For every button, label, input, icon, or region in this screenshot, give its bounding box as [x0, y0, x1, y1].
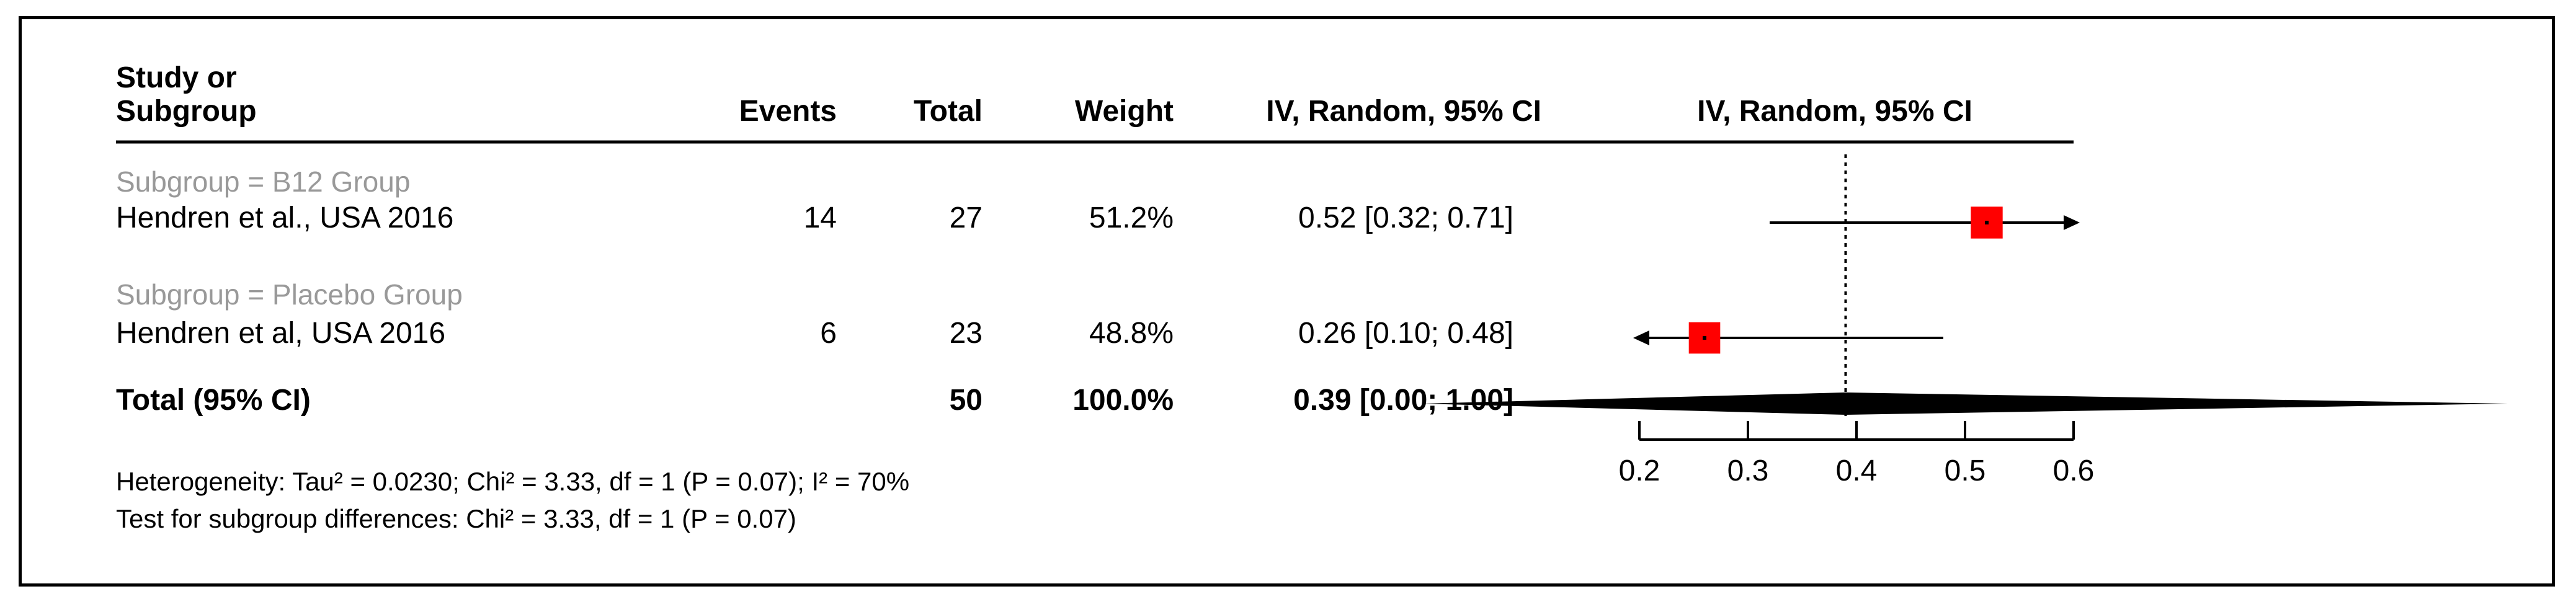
total-total: 50	[950, 384, 983, 417]
study-name: Hendren et al., USA 2016	[116, 202, 453, 234]
subgroup-test-text: Test for subgroup differences: Chi² = 3.…	[116, 504, 796, 533]
subgroup-label-placebo: Subgroup = Placebo Group	[116, 278, 463, 311]
header-study-line1: Study or	[116, 61, 237, 94]
plot-marks: 0.2 0.3 0.4 0.5 0.6	[1422, 154, 2508, 487]
total-row: Total (95% CI) 50 100.0% 0.39 [0.00; 1.0…	[116, 384, 1513, 417]
header-ci-text: IV, Random, 95% CI	[1266, 95, 1541, 128]
forest-plot: Study or Subgroup Events Total Weight IV…	[116, 61, 2508, 533]
x-tick-label: 0.3	[1727, 454, 1769, 487]
study-row-b12: Hendren et al., USA 2016 14 27 51.2% 0.5…	[116, 202, 1513, 234]
study-ci: 0.52 [0.32; 0.71]	[1298, 202, 1513, 234]
study-events: 14	[804, 202, 837, 234]
header-weight: Weight	[1075, 95, 1174, 128]
pooled-diamond	[1422, 392, 2508, 415]
header-total: Total	[914, 95, 983, 128]
study-weight: 48.8%	[1089, 317, 1174, 350]
header-row: Study or Subgroup Events Total Weight IV…	[116, 61, 1972, 128]
ci-arrow-right	[2064, 215, 2080, 230]
figure-frame: Study or Subgroup Events Total Weight IV…	[19, 16, 2555, 587]
total-weight: 100.0%	[1072, 384, 1174, 417]
ci-arrow-left	[1633, 330, 1649, 345]
x-tick-label: 0.6	[2053, 454, 2095, 487]
x-tick-label: 0.5	[1945, 454, 1986, 487]
study-name: Hendren et al, USA 2016	[116, 317, 445, 350]
study-row-placebo: Hendren et al, USA 2016 6 23 48.8% 0.26 …	[116, 317, 1513, 350]
study-point	[1703, 336, 1706, 340]
footer: Heterogeneity: Tau² = 0.0230; Chi² = 3.3…	[116, 467, 909, 533]
study-point	[1985, 221, 1989, 224]
header-study-line2: Subgroup	[116, 95, 257, 128]
study-ci: 0.26 [0.10; 0.48]	[1298, 317, 1513, 350]
header-ci-plot: IV, Random, 95% CI	[1697, 95, 1972, 128]
x-tick-label: 0.4	[1836, 454, 1878, 487]
total-ci: 0.39 [0.00; 1.00]	[1293, 384, 1513, 417]
header-events: Events	[739, 95, 837, 128]
study-events: 6	[820, 317, 837, 350]
x-tick-label: 0.2	[1619, 454, 1660, 487]
subgroup-label-b12: Subgroup = B12 Group	[116, 166, 410, 198]
study-total: 27	[950, 202, 983, 234]
study-total: 23	[950, 317, 983, 350]
heterogeneity-text: Heterogeneity: Tau² = 0.0230; Chi² = 3.3…	[116, 467, 909, 496]
study-weight: 51.2%	[1089, 202, 1174, 234]
total-label: Total (95% CI)	[116, 384, 311, 417]
